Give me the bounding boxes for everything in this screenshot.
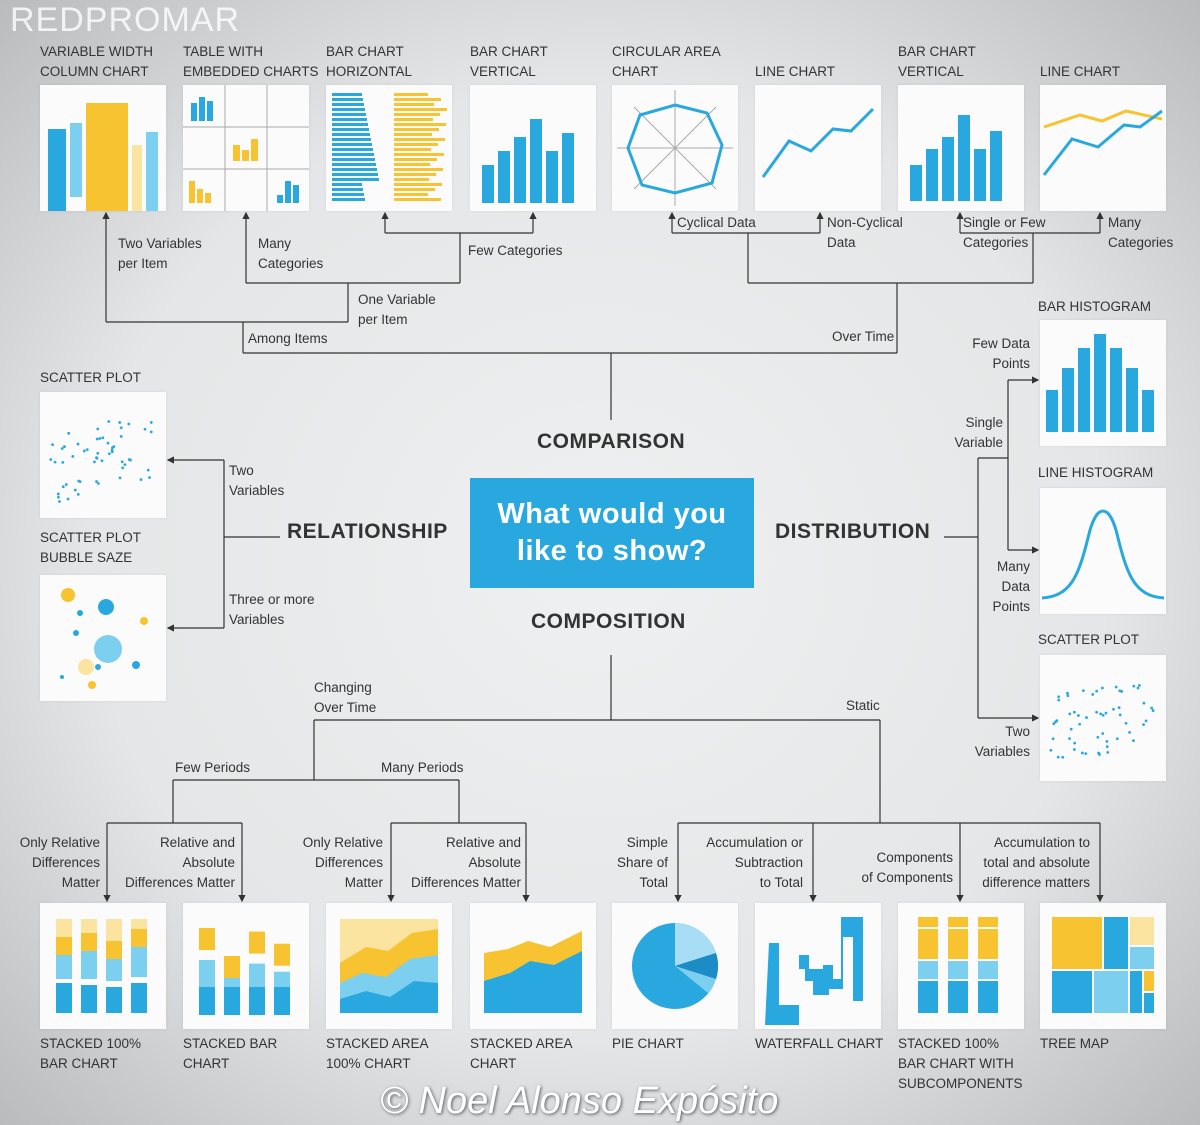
branch-label: Single Variable — [954, 415, 1003, 450]
branch-label: Few Periods — [175, 760, 251, 775]
horizontal-bar-chart-thumbnail — [326, 85, 452, 211]
line-chart-thumbnail — [755, 85, 881, 211]
vertical-bar-chart-thumbnail — [898, 85, 1024, 211]
branch-label: Two Variables — [974, 724, 1030, 759]
branch-label: Relative and Absolute Differences Matter — [124, 835, 235, 890]
branch-label: Many Categories — [1108, 215, 1174, 250]
category-comparison: COMPARISON — [537, 430, 686, 453]
branch-label: Single or Few Categories — [963, 215, 1046, 250]
tree-map-thumbnail — [1040, 903, 1166, 1029]
branch-label: Non-Cyclical Data — [827, 215, 903, 250]
branch-label: Only Relative Differences Matter — [19, 835, 100, 890]
category-composition: COMPOSITION — [531, 610, 686, 633]
branch-label: Few Data Points — [972, 336, 1030, 371]
circular-area-chart-thumbnail — [612, 85, 738, 211]
multi-line-chart-thumbnail — [1040, 85, 1166, 211]
branch-label: Few Categories — [468, 243, 563, 258]
bar-histogram-thumbnail — [1040, 320, 1166, 446]
watermark-logo: REDPROMAR — [10, 1, 241, 39]
vertical-bar-chart-thumbnail — [470, 85, 596, 211]
scatter-plot-thumbnail — [40, 392, 166, 518]
branch-label: Accumulation to total and absolute diffe… — [982, 835, 1090, 890]
chart-title: STACKED AREA 100% CHART — [326, 1036, 429, 1071]
scatter-plot-thumbnail — [1040, 655, 1166, 781]
branch-label: Changing Over Time — [314, 680, 377, 715]
branch-label: Simple Share of Total — [616, 835, 668, 890]
branch-label: One Variable per Item — [358, 292, 436, 327]
branch-label: Many Data Points — [992, 559, 1030, 614]
chart-title: BAR CHART VERTICAL — [898, 44, 976, 79]
chart-title: BAR CHART HORIZONTAL — [326, 44, 413, 79]
category-distribution: DISTRIBUTION — [775, 520, 931, 543]
center-question-text: What would you like to show? — [497, 498, 727, 567]
waterfall-chart-thumbnail — [755, 903, 881, 1029]
center-question: What would you like to show? — [470, 478, 754, 588]
chart-title: LINE HISTOGRAM — [1038, 465, 1154, 480]
branch-label: Among Items — [248, 331, 328, 346]
chart-title: STACKED 100% BAR CHART — [40, 1036, 142, 1071]
stacked-bar-chart-thumbnail — [183, 903, 309, 1029]
chart-title: CIRCULAR AREA CHART — [612, 44, 721, 79]
bubble-chart-thumbnail — [40, 575, 166, 701]
variable-width-column-chart-thumbnail — [40, 85, 166, 211]
branch-label: Cyclical Data — [677, 215, 756, 230]
chart-title: PIE CHART — [612, 1036, 684, 1051]
chart-title: TREE MAP — [1040, 1036, 1110, 1051]
table-embedded-charts-thumbnail — [183, 85, 309, 211]
chart-title: BAR HISTOGRAM — [1038, 299, 1152, 314]
stacked-100-bar-chart-thumbnail — [40, 903, 166, 1029]
chart-title: WATERFALL CHART — [755, 1036, 884, 1051]
chart-title: SCATTER PLOT BUBBLE SAZE — [40, 530, 142, 565]
branch-label: Accumulation or Subtraction to Total — [706, 835, 803, 890]
stacked-area-chart-thumbnail — [470, 903, 596, 1029]
chart-title: VARIABLE WIDTH COLUMN CHART — [40, 44, 154, 79]
branch-label: Static — [846, 698, 880, 713]
chart-title: BAR CHART VERTICAL — [470, 44, 548, 79]
branch-label: Two Variables — [229, 463, 285, 498]
chart-title: LINE CHART — [755, 64, 836, 79]
chart-title: STACKED BAR CHART — [183, 1036, 278, 1071]
chart-title: LINE CHART — [1040, 64, 1121, 79]
branch-label: Relative and Absolute Differences Matter — [410, 835, 521, 890]
branch-label: Many Categories — [258, 236, 324, 271]
branch-label: Over Time — [832, 329, 895, 344]
chart-title: STACKED 100% BAR CHART WITH SUBCOMPONENT… — [898, 1036, 1023, 1091]
branch-label: Only Relative Differences Matter — [302, 835, 383, 890]
branch-label: Many Periods — [381, 760, 464, 775]
chart-title: STACKED AREA CHART — [470, 1036, 573, 1071]
chart-title: SCATTER PLOT — [1038, 632, 1140, 647]
category-relationship: RELATIONSHIP — [287, 520, 448, 543]
branch-label: Components of Components — [861, 850, 953, 885]
stacked-area-100-chart-thumbnail — [326, 903, 452, 1029]
copyright-watermark: © Noel Alonso Expósito — [380, 1080, 779, 1122]
chart-title: SCATTER PLOT — [40, 370, 142, 385]
branch-label: Two Variables per Item — [118, 236, 202, 271]
stacked-100-subcomponents-thumbnail — [898, 903, 1024, 1029]
branch-label: Three or more Variables — [229, 592, 315, 627]
line-histogram-thumbnail — [1040, 488, 1166, 614]
chart-title: TABLE WITH EMBEDDED CHARTS — [183, 44, 319, 79]
pie-chart-thumbnail — [612, 903, 738, 1029]
